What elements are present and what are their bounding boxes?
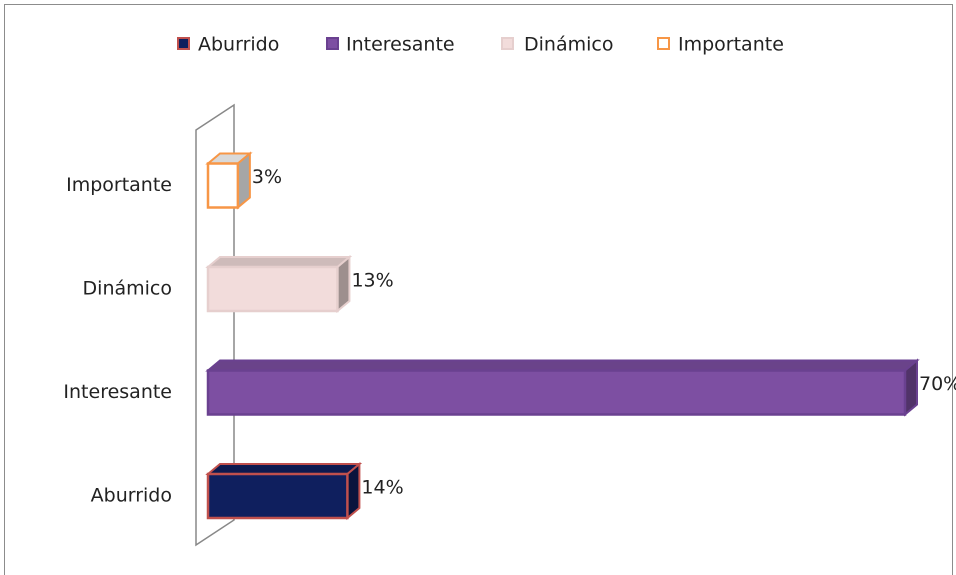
- legend-swatch: [501, 37, 514, 50]
- back-wall: [195, 103, 235, 547]
- bar-side: [904, 358, 918, 417]
- legend-label: Importante: [678, 34, 784, 56]
- bar-side: [336, 254, 351, 314]
- bar-side: [236, 151, 251, 210]
- bar-top: [205, 359, 920, 372]
- data-label: 14%: [361, 477, 403, 499]
- bar-side: [346, 461, 361, 521]
- y-tick-label: Dinámico: [83, 278, 172, 300]
- bar: [206, 162, 240, 209]
- legend-label: Interesante: [346, 34, 455, 56]
- data-label: 13%: [351, 270, 393, 292]
- y-tick-label: Interesante: [63, 381, 172, 403]
- chart-frame: [4, 4, 953, 575]
- bar: [206, 265, 339, 313]
- legend-swatch: [657, 37, 670, 50]
- legend-swatch: [177, 37, 190, 50]
- bar: [206, 369, 907, 416]
- y-tick-label: Aburrido: [91, 485, 172, 507]
- legend-label: Dinámico: [524, 34, 613, 56]
- data-label: 3%: [252, 166, 282, 188]
- bar: [206, 472, 349, 520]
- bar-top: [205, 463, 363, 475]
- y-tick-label: Importante: [66, 174, 172, 196]
- bar-top: [205, 256, 353, 268]
- legend-label: Aburrido: [198, 34, 279, 56]
- data-label: 70%: [919, 373, 956, 395]
- legend-swatch: [326, 37, 339, 50]
